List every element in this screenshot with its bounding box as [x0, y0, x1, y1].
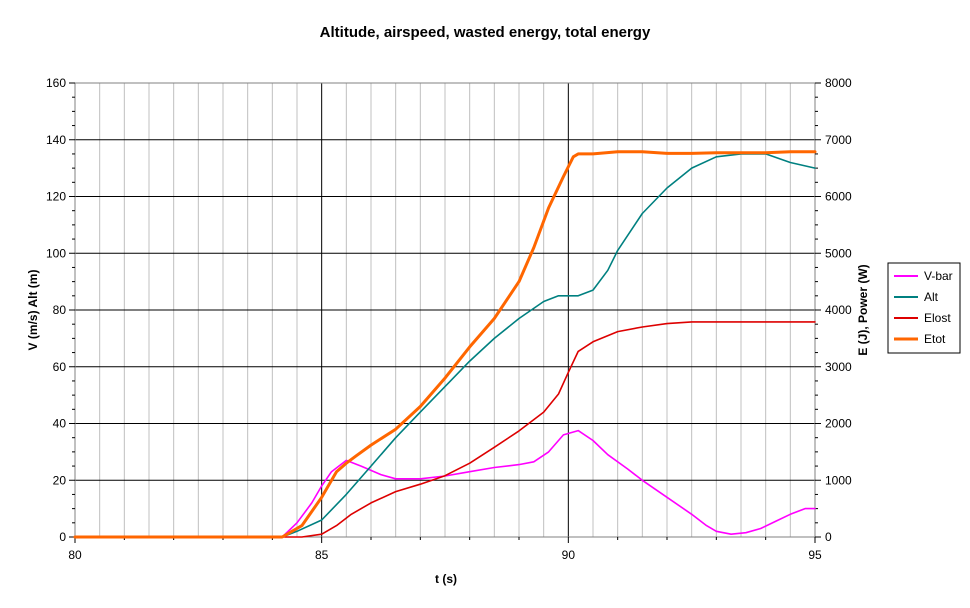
y-axis-left-label: V (m/s) Alt (m)	[26, 270, 40, 351]
y-right-tick-label: 4000	[825, 303, 852, 317]
y-right-tick-label: 0	[825, 530, 832, 544]
y-right-tick-label: 1000	[825, 473, 852, 487]
y-right-tick-label: 3000	[825, 360, 852, 374]
legend-label-elost: Elost	[924, 311, 951, 325]
x-tick-label: 80	[68, 548, 82, 562]
y-right-tick-label: 5000	[825, 246, 852, 260]
y-left-tick-label: 80	[53, 303, 67, 317]
chart-title: Altitude, airspeed, wasted energy, total…	[320, 24, 651, 41]
y-left-tick-label: 60	[53, 360, 67, 374]
y-right-tick-label: 8000	[825, 76, 852, 90]
series-line-alt	[74, 153, 816, 538]
x-tick-label: 95	[808, 548, 822, 562]
y-left-tick-label: 160	[46, 76, 66, 90]
y-left-tick-label: 0	[59, 530, 66, 544]
y-left-tick-label: 140	[46, 133, 66, 147]
y-left-tick-label: 20	[53, 473, 67, 487]
legend-label-alt: Alt	[924, 290, 939, 304]
x-tick-label: 90	[562, 548, 576, 562]
legend-label-etot: Etot	[924, 332, 946, 346]
y-right-tick-label: 7000	[825, 133, 852, 147]
y-axis-right-label: E (J), Power (W)	[856, 264, 870, 355]
legend: V-bar Alt Elost Etot	[887, 262, 961, 354]
y-left-tick-label: 100	[46, 246, 66, 260]
y-right-tick-label: 6000	[825, 190, 852, 204]
y-left-tick-label: 40	[53, 417, 67, 431]
y-right-tick-label: 2000	[825, 417, 852, 431]
series-line-v-bar	[74, 429, 816, 538]
series-line-etot	[73, 150, 817, 539]
x-tick-label: 85	[315, 548, 329, 562]
x-axis-label: t (s)	[435, 572, 457, 586]
plot-area: 0 20 40 60 80 100 120 140 160 0 1000 2000 3000 4000 50…	[46, 76, 852, 562]
series-line-elost	[74, 321, 816, 538]
legend-label-v-bar: V-bar	[924, 269, 953, 283]
y-left-tick-label: 120	[46, 190, 66, 204]
